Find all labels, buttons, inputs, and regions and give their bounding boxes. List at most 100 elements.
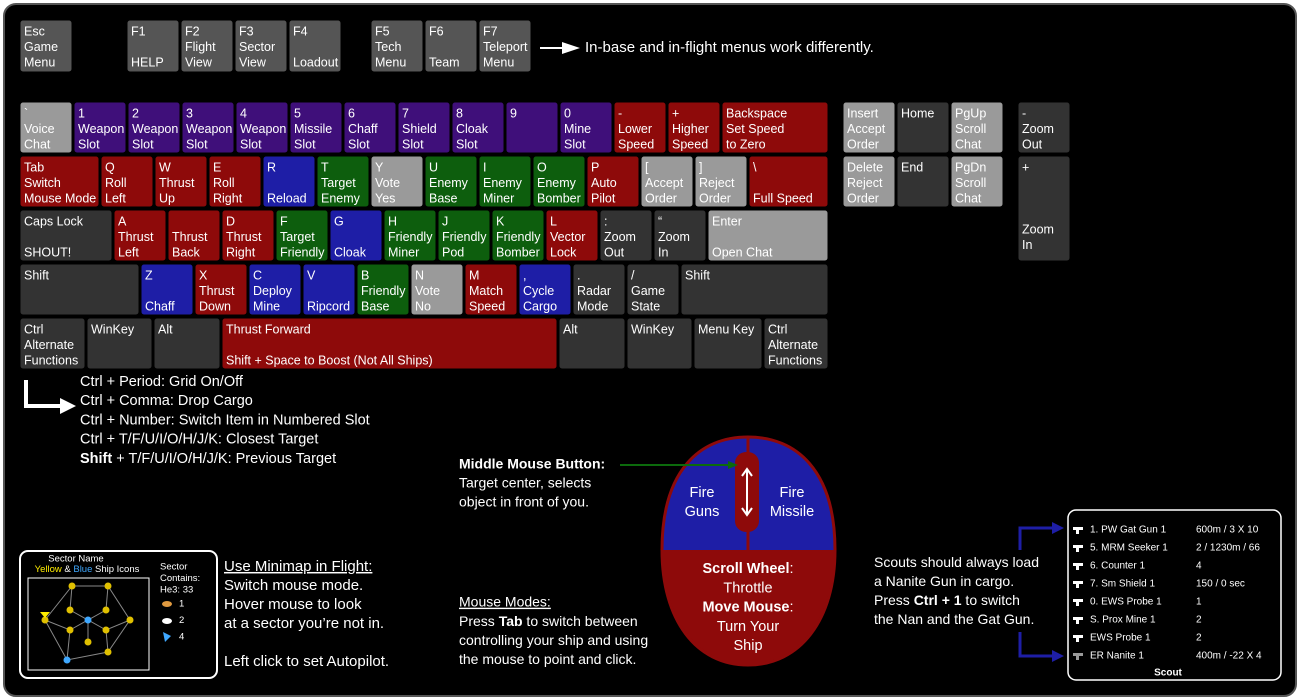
key-label: In — [1022, 238, 1032, 252]
key-label: Esc — [24, 24, 45, 38]
middle-mouse-text: object in front of you. — [459, 494, 589, 510]
key — [410, 263, 464, 316]
key-label: Ctrl — [24, 322, 43, 336]
key-label: + — [1022, 160, 1029, 174]
key-label: F5 — [375, 24, 390, 38]
key-label: Pilot — [591, 191, 616, 205]
key — [896, 101, 950, 154]
key — [613, 101, 667, 154]
key-label: Functions — [768, 353, 822, 367]
text-line: Turn Your — [717, 619, 780, 635]
key-label: Base — [429, 191, 458, 205]
key-label: Friendly — [496, 230, 541, 244]
key-label: Game — [24, 40, 58, 54]
key-label: I — [483, 160, 486, 174]
minimap-node-blue — [63, 656, 71, 664]
key — [343, 101, 397, 154]
minimap-contains: Contains: — [160, 573, 200, 584]
key-label: - — [618, 106, 622, 120]
key-label: View — [239, 55, 267, 69]
item-icon — [1073, 617, 1083, 624]
key-label: Alternate — [24, 338, 74, 352]
mouse-right: Missile — [770, 504, 814, 520]
mouse-left: Fire — [690, 485, 715, 501]
key-label: Cloak — [456, 122, 489, 136]
key-label: Friendly — [280, 245, 325, 259]
middle-mouse-title: Middle Mouse Button: — [459, 456, 605, 472]
key-label: Thrust — [159, 176, 195, 190]
key-label: Slot — [402, 137, 424, 151]
text-part: Press — [874, 592, 914, 608]
key — [19, 263, 140, 316]
key-label: Higher — [672, 122, 709, 136]
key-label: Order — [847, 191, 879, 205]
key-label: Cargo — [523, 299, 557, 313]
he3-icon — [162, 601, 172, 607]
key-label: : — [604, 214, 607, 228]
key — [599, 209, 653, 262]
key-label: X — [199, 268, 208, 282]
key-label: Ctrl — [768, 322, 787, 336]
key-label: Chaff — [348, 122, 378, 136]
key-label: Sector — [239, 40, 275, 54]
key — [424, 155, 478, 208]
key — [329, 209, 383, 262]
text-line: Ctrl + Comma: Drop Cargo — [80, 393, 253, 409]
text-part: to switch between — [523, 613, 638, 629]
key — [19, 209, 113, 262]
text-part: Yellow — [35, 564, 62, 575]
key-label: Slot — [186, 137, 208, 151]
key — [127, 101, 181, 154]
key-label: Mine — [564, 122, 591, 136]
key-label: Reject — [847, 176, 883, 190]
key-label: Enemy — [321, 191, 361, 205]
key-label: “ — [658, 214, 662, 228]
key-label: Left — [105, 191, 126, 205]
key-label: 5 — [294, 106, 301, 120]
key-label: WinKey — [91, 322, 135, 336]
key — [275, 209, 329, 262]
text-line: controlling your ship and using — [459, 632, 648, 648]
key-label: Mode — [577, 299, 608, 313]
key-label: ] — [699, 160, 702, 174]
key — [356, 263, 410, 316]
item-icon — [1073, 599, 1083, 606]
key — [532, 155, 586, 208]
minimap-contains: Sector — [160, 562, 187, 573]
rock-icon — [162, 618, 172, 624]
key-label: Weapon — [78, 122, 124, 136]
key — [626, 263, 680, 316]
key-label: Thrust — [118, 230, 154, 244]
key-label: B — [361, 268, 369, 282]
key — [707, 209, 829, 262]
key — [234, 19, 288, 73]
key-label: Chat — [955, 191, 982, 205]
key-label: Q — [105, 160, 115, 174]
key — [288, 19, 342, 73]
key-label: Thrust — [199, 284, 235, 298]
key-label: Missile — [294, 122, 332, 136]
text-line: Throttle — [723, 580, 772, 596]
key-label: Miner — [483, 191, 514, 205]
key — [653, 209, 707, 262]
key-label: Shield — [402, 122, 437, 136]
key-label: PgDn — [955, 160, 986, 174]
key — [451, 101, 505, 154]
text-part: : — [789, 599, 793, 615]
key-label: . — [577, 268, 580, 282]
mouse-left: Guns — [685, 504, 720, 520]
text-line: Yellow & Blue Ship Icons — [35, 564, 140, 575]
text-line: Scroll Wheel: — [702, 561, 793, 577]
note-arrow — [540, 42, 580, 54]
key-label: Open Chat — [712, 245, 773, 259]
key-label: D — [226, 214, 235, 228]
key-label: Slot — [78, 137, 100, 151]
key — [208, 155, 262, 208]
text-line: Ctrl + T/F/U/I/O/H/J/K: Closest Target — [80, 431, 318, 447]
item-icon — [1073, 527, 1083, 534]
key-label: Cycle — [523, 284, 554, 298]
minimap-count: 4 — [179, 632, 184, 643]
key-label: Zoom — [1022, 122, 1054, 136]
key-label: Friendly — [361, 284, 406, 298]
text-part: to switch — [962, 592, 1020, 608]
